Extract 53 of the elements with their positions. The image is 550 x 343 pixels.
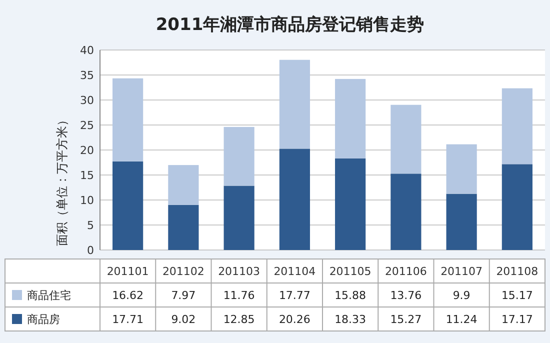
bar [446, 194, 477, 250]
bar [446, 144, 477, 194]
bar [112, 78, 144, 162]
bar [168, 204, 199, 250]
bar [502, 164, 532, 250]
data-label: 17.77 [278, 289, 310, 302]
x-tick-label: 201107 [440, 265, 483, 278]
bar [112, 161, 144, 250]
data-label: 7.97 [171, 289, 196, 302]
data-label: 11.76 [223, 289, 255, 302]
y-tick-label: 20 [80, 144, 94, 157]
bar [335, 78, 366, 158]
x-tick-label: 201103 [218, 265, 260, 278]
data-label: 18.33 [334, 313, 366, 326]
data-label: 11.24 [446, 313, 478, 326]
x-tick-label: 201101 [106, 265, 149, 278]
bar [279, 60, 310, 149]
data-label: 15.17 [501, 289, 533, 302]
y-tick-label: 10 [80, 194, 94, 207]
data-label: 17.17 [501, 313, 533, 326]
x-tick-label: 201108 [496, 265, 538, 278]
data-label: 9.02 [171, 313, 196, 326]
chart-title: 2011年湘潭市商品房登记销售走势 [156, 15, 424, 35]
x-tick-label: 201106 [384, 265, 427, 278]
legend-label: 商品房 [27, 313, 60, 326]
bar [224, 126, 254, 186]
bar [279, 148, 310, 250]
x-tick-label: 201104 [274, 265, 316, 278]
bar [390, 174, 422, 250]
legend-label: 商品住宅 [27, 289, 71, 302]
data-label: 15.88 [334, 289, 366, 302]
data-label: 20.26 [278, 313, 310, 326]
data-label: 9.9 [452, 289, 470, 302]
data-label: 17.71 [112, 313, 144, 326]
y-tick-label: 15 [80, 169, 94, 182]
bar [502, 88, 532, 164]
x-tick-label: 201102 [162, 265, 204, 278]
data-label: 16.62 [112, 289, 144, 302]
data-label: 12.85 [223, 313, 255, 326]
bar [224, 186, 254, 250]
y-axis-title: 面积（单位：万平方米） [55, 114, 69, 246]
y-tick-label: 5 [87, 219, 94, 232]
y-tick-label: 30 [80, 94, 94, 107]
y-tick-label: 25 [80, 119, 94, 132]
data-label: 15.27 [390, 313, 422, 326]
bar [168, 165, 199, 205]
x-tick-label: 201105 [329, 265, 372, 278]
y-tick-label: 40 [80, 44, 94, 57]
data-label: 13.76 [390, 289, 422, 302]
bar [390, 104, 422, 174]
y-tick-label: 0 [87, 244, 94, 257]
y-tick-label: 35 [80, 69, 94, 82]
bar [335, 158, 366, 250]
